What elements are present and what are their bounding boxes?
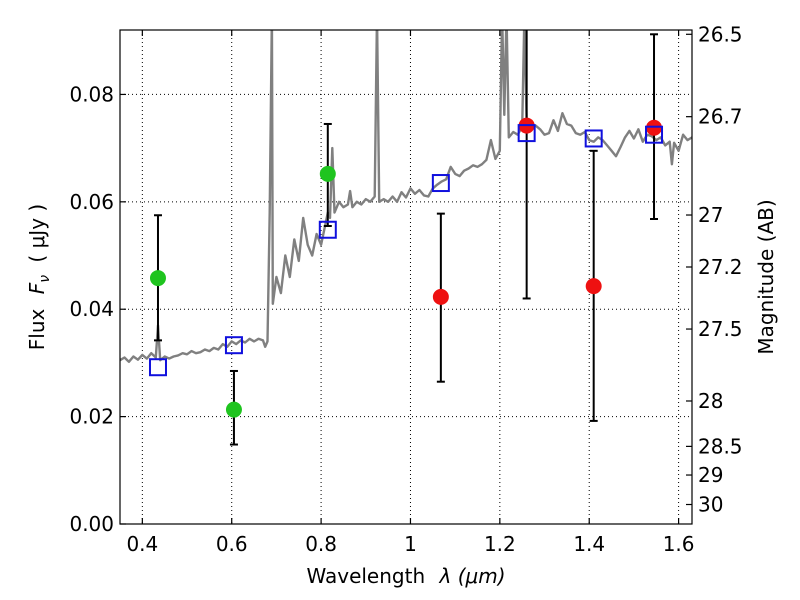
mag-tick-label: 30: [698, 493, 723, 517]
green-point: [225, 401, 242, 418]
markers: [148, 117, 664, 418]
ticks: 0.4 0.6 0.8 1 1.2 1.4 1.6 0.00 0.02 0.04 0.06 0.08 2…: [69, 22, 742, 556]
mag-tick-label: 29: [698, 463, 723, 487]
red-point: [646, 119, 663, 136]
model-square: [224, 336, 243, 355]
y-tick-label: 0.04: [69, 297, 114, 321]
mag-tick-label: 27: [698, 203, 723, 227]
grid: [120, 30, 692, 524]
red-point: [585, 278, 602, 295]
y-axis-label-left: Flux Fν ( μJy ): [25, 204, 54, 350]
x-tick-label: 1.2: [484, 532, 516, 556]
spectrum-line: [120, 30, 692, 363]
mag-tick-label: 28: [698, 389, 723, 413]
x-tick-label: 0.6: [216, 532, 248, 556]
x-tick-label: 1.4: [573, 532, 605, 556]
model-square: [645, 125, 664, 144]
y-tick-label: 0.08: [69, 82, 114, 106]
error-bars: [153, 30, 659, 446]
green-point: [149, 270, 166, 287]
x-tick-label: 1.6: [663, 532, 695, 556]
y-axis-label-right: Magnitude (AB): [754, 199, 778, 354]
model-square: [318, 220, 337, 239]
mag-tick-label: 27.2: [698, 255, 743, 279]
red-point: [432, 288, 449, 305]
y-tick-label: 0.06: [69, 190, 114, 214]
mag-tick-label: 27.5: [698, 317, 743, 341]
y-tick-label: 0.00: [69, 512, 114, 536]
spectrum-series: [120, 30, 692, 363]
x-tick-label: 0.4: [126, 532, 158, 556]
x-axis-label: Wavelength λ (μm): [306, 564, 505, 588]
model-square: [517, 124, 536, 143]
x-tick-label: 1: [404, 532, 417, 556]
y-tick-label: 0.02: [69, 405, 114, 429]
model-square: [584, 129, 603, 148]
model-square: [431, 174, 450, 193]
mag-tick-label: 28.5: [698, 434, 743, 458]
mag-tick-label: 26.7: [698, 105, 743, 129]
mag-tick-label: 26.5: [698, 22, 743, 46]
green-point: [319, 165, 336, 182]
model-square: [148, 358, 167, 377]
x-tick-label: 0.8: [305, 532, 337, 556]
plot-frame: [119, 29, 693, 525]
